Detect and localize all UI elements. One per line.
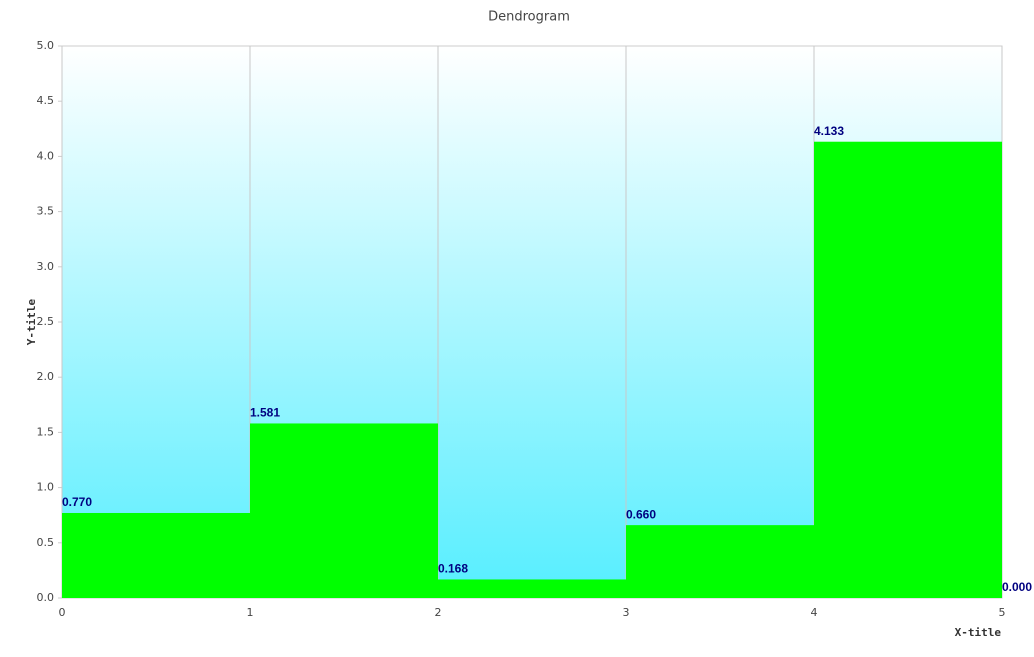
y-tick-label: 3.5 [37, 205, 55, 218]
x-tick-label: 5 [999, 606, 1006, 619]
value-label: 4.133 [814, 124, 844, 138]
step-bar [62, 512, 250, 598]
y-tick-label: 1.0 [37, 481, 55, 494]
x-tick-label: 0 [59, 606, 66, 619]
x-tick-label: 1 [247, 606, 254, 619]
x-tick-label: 2 [435, 606, 442, 619]
step-bar [438, 579, 626, 598]
y-tick-label: 2.0 [37, 370, 55, 383]
x-axis-title: X-title [955, 626, 1002, 639]
y-tick-label: 3.0 [37, 260, 55, 273]
value-label: 1.581 [250, 406, 280, 420]
y-tick-label: 4.5 [37, 94, 55, 107]
value-label: 0.770 [62, 495, 92, 509]
x-tick-label: 4 [811, 606, 818, 619]
x-tick-label: 3 [623, 606, 630, 619]
value-label: 0.000 [1002, 580, 1032, 594]
step-bar [626, 525, 814, 598]
chart-title: Dendrogram [488, 10, 570, 25]
value-label: 0.168 [438, 562, 468, 576]
y-tick-label: 4.0 [37, 149, 55, 162]
y-tick-label: 2.5 [37, 315, 55, 328]
y-tick-label: 0.5 [37, 536, 55, 549]
value-label: 0.660 [626, 507, 656, 521]
y-tick-label: 1.5 [37, 425, 55, 438]
step-bar [814, 141, 1002, 598]
y-axis-title: Y-title [25, 298, 38, 345]
step-bar [250, 423, 438, 598]
y-tick-label: 0.0 [37, 591, 55, 604]
y-tick-label: 5.0 [37, 39, 55, 52]
